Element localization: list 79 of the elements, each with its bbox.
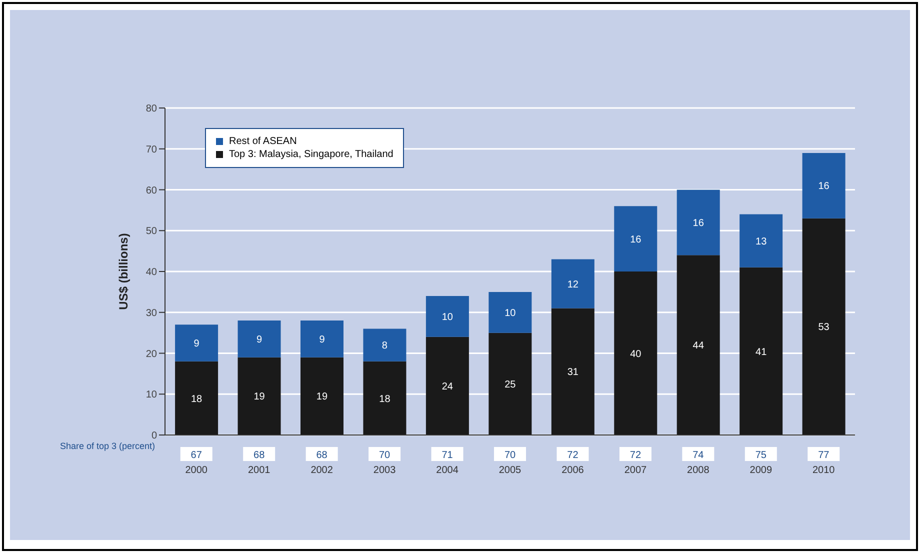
- text: 67: [190, 450, 202, 461]
- bar: [238, 320, 281, 358]
- y-tick-label: 50: [146, 226, 158, 238]
- text: 70: [378, 450, 391, 461]
- text: 68: [254, 450, 266, 461]
- data-label: 19: [254, 392, 266, 403]
- data-label: 9: [256, 334, 262, 346]
- text: 72: [567, 450, 579, 461]
- data-label: 12: [567, 279, 579, 290]
- data-label: 24: [442, 382, 454, 392]
- data-label: 41: [756, 346, 768, 358]
- bar: [740, 214, 783, 268]
- data-label: 18: [379, 394, 391, 405]
- x-tick-label: 2005: [498, 465, 522, 476]
- text: 77: [818, 450, 830, 461]
- x-tick-label: 2004: [436, 465, 459, 476]
- bar: [488, 332, 532, 435]
- text: 70: [504, 450, 516, 461]
- x-tick-label: 2008: [687, 465, 710, 476]
- y-tick-label: 80: [146, 104, 158, 115]
- bar: [426, 336, 469, 435]
- bar: [300, 320, 344, 358]
- text: 74: [692, 450, 704, 461]
- bar: [488, 292, 532, 333]
- data-label: 10: [504, 308, 516, 319]
- data-label: 53: [818, 322, 830, 334]
- data-label: 40: [630, 348, 642, 360]
- data-label: 25: [504, 379, 516, 390]
- data-label: 8: [382, 340, 388, 352]
- x-tick-label: 2002: [310, 465, 334, 476]
- x-tick-label: 2006: [562, 465, 584, 476]
- bar: [363, 328, 406, 362]
- bar: [426, 296, 469, 337]
- x-tick-label: 2003: [373, 465, 396, 476]
- bar: [551, 308, 594, 435]
- bar: [238, 357, 281, 435]
- text: 75: [755, 450, 767, 461]
- data-label: 19: [316, 392, 328, 403]
- data-label: 16: [818, 181, 830, 192]
- x-tick-label: 2009: [750, 465, 772, 476]
- bar: [740, 267, 783, 435]
- data-label: 13: [756, 236, 768, 248]
- bar: [802, 152, 846, 218]
- y-tick-label: 60: [146, 185, 158, 196]
- y-tick-label: 0: [151, 430, 158, 442]
- x-tick-label: 2001: [248, 465, 271, 476]
- legend-label: Rest of ASEAN: [229, 136, 297, 147]
- bar: [175, 361, 218, 435]
- data-label: 31: [567, 367, 579, 378]
- y-tick-label: 20: [146, 348, 158, 360]
- y-axis-title: US$ (billions): [116, 233, 130, 310]
- data-label: 9: [319, 334, 326, 346]
- y-tick-label: 40: [146, 267, 158, 278]
- data-label: 16: [692, 218, 704, 229]
- bar: [802, 218, 846, 435]
- legend-label: Top 3: Malaysia, Singapore, Thailand: [229, 149, 394, 160]
- bar: [175, 324, 218, 362]
- text: 72: [630, 450, 642, 461]
- data-label: 18: [190, 394, 203, 405]
- y-tick-label: 70: [146, 144, 158, 156]
- bar: [300, 357, 344, 435]
- bar: [676, 255, 720, 435]
- text: 68: [316, 450, 328, 461]
- text: 71: [442, 450, 454, 461]
- x-tick-label: 2010: [812, 465, 836, 476]
- bar: [614, 206, 658, 272]
- data-label: 16: [630, 234, 642, 246]
- bar: [614, 272, 658, 435]
- data-label: 44: [692, 340, 704, 352]
- bar: [551, 259, 594, 308]
- bar: [363, 361, 406, 435]
- data-label: 9: [194, 338, 200, 350]
- y-tick-label: 30: [146, 308, 158, 319]
- data-label: 10: [442, 312, 454, 324]
- text: Share of top 3 (percent): [58, 441, 155, 451]
- bar: [676, 190, 720, 256]
- x-tick-label: 2007: [624, 465, 648, 476]
- y-tick-label: 10: [146, 390, 158, 401]
- x-tick-label: 2000: [185, 465, 208, 476]
